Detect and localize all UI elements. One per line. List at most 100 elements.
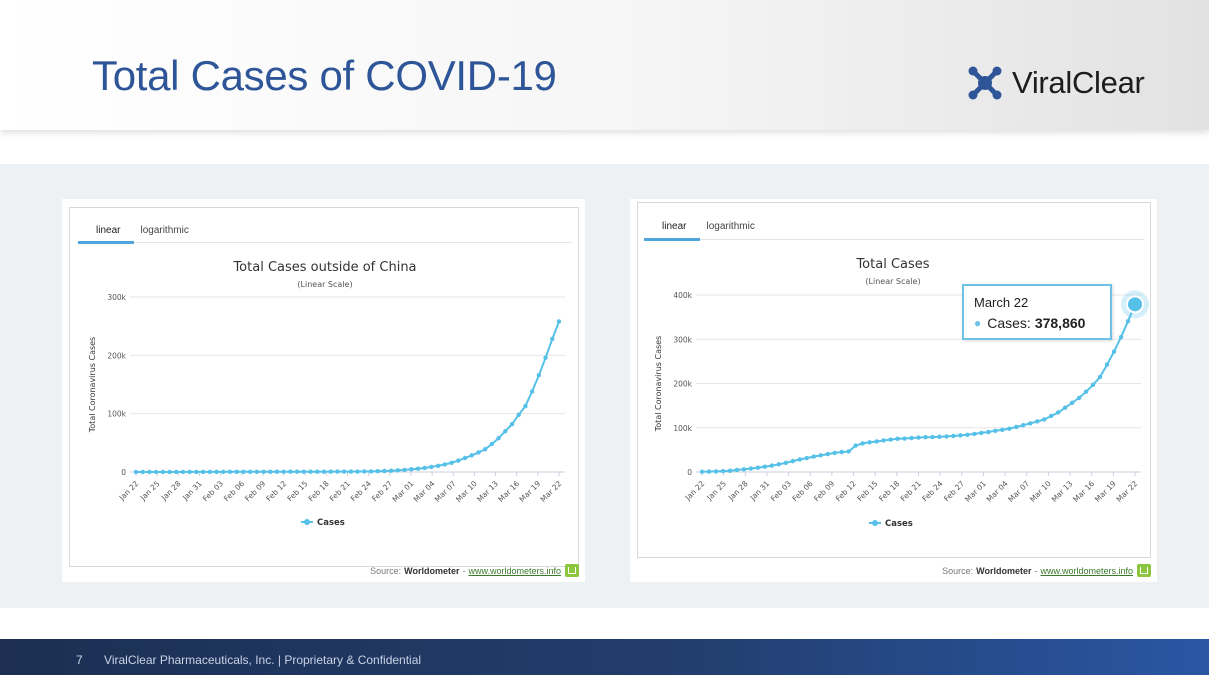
x-tick-label: Jan 25: [138, 479, 162, 503]
data-point: [839, 449, 844, 455]
data-point: [706, 469, 712, 474]
source-link[interactable]: www.worldometers.info: [1040, 565, 1133, 576]
data-point: [797, 457, 802, 462]
data-point: [194, 469, 199, 475]
data-point: [825, 451, 830, 457]
x-tick-label: Mar 04: [985, 479, 1010, 504]
data-point: [748, 466, 754, 471]
data-point: [972, 431, 977, 437]
data-point: [509, 421, 515, 427]
data-point: [207, 469, 213, 475]
x-tick-label: Feb 15: [285, 479, 309, 503]
data-point: [1118, 335, 1124, 340]
data-point: [221, 469, 226, 475]
y-axis-label: Total Coronavirus Cases: [654, 336, 663, 432]
data-point: [167, 469, 172, 475]
data-point: [241, 469, 246, 475]
worldometer-icon: [565, 564, 579, 577]
y-tick-label: 100k: [673, 424, 692, 433]
data-point: [409, 467, 414, 472]
x-tick-label: Feb 03: [201, 479, 225, 503]
x-tick-label: Feb 18: [877, 479, 901, 503]
data-point: [442, 462, 448, 467]
data-point: [140, 469, 145, 475]
slide-title: Total Cases of COVID-19: [92, 52, 557, 99]
data-point: [550, 336, 555, 342]
data-point: [923, 435, 928, 440]
data-point: [288, 469, 293, 474]
data-point: [860, 441, 865, 446]
data-point: [930, 434, 935, 440]
x-tick-label: Feb 12: [834, 479, 858, 503]
x-tick-label: Jan 28: [726, 479, 750, 503]
slide-footer: 7 ViralClear Pharmaceuticals, Inc. | Pro…: [0, 639, 1209, 675]
data-point: [951, 433, 956, 439]
data-point: [368, 469, 374, 474]
x-tick-label: Mar 04: [412, 479, 437, 504]
data-point: [469, 453, 474, 458]
chart-frame: [69, 207, 579, 567]
data-point: [1069, 400, 1075, 405]
data-point: [174, 469, 179, 475]
data-point: [783, 460, 789, 466]
data-point: [482, 447, 488, 452]
data-point: [1055, 410, 1061, 415]
source-link[interactable]: www.worldometers.info: [468, 565, 561, 576]
chart-source: Source: Worldometer - www.worldometers.i…: [942, 564, 1151, 577]
tab-logarithmic[interactable]: logarithmic: [706, 221, 755, 232]
x-tick-label: Mar 22: [539, 479, 564, 504]
data-point: [853, 443, 858, 448]
x-tick-label: Feb 15: [855, 479, 879, 503]
y-tick-label: 100k: [107, 410, 126, 419]
data-point: [254, 469, 260, 474]
x-tick-label: Feb 21: [899, 479, 923, 503]
chart-total-cases: Total Cases (Linear Scale) 0 100k 200k 300k 40…: [654, 257, 1149, 529]
x-tick-label: Feb 24: [349, 479, 373, 503]
tab-active-indicator: [644, 238, 700, 241]
footer-confidential: ViralClear Pharmaceuticals, Inc. | Propr…: [104, 653, 422, 667]
x-tick-label: Feb 09: [812, 479, 836, 503]
data-point: [402, 467, 407, 473]
y-tick-label: 400k: [673, 291, 692, 300]
tab-linear[interactable]: linear: [96, 225, 121, 236]
data-point: [776, 462, 782, 467]
data-point: [429, 464, 434, 470]
x-tick-label: Mar 22: [1115, 479, 1140, 504]
chart-total-cases-outside-china: Total Cases outside of China (Linear Scal…: [88, 260, 565, 528]
series-line-cases: [136, 321, 560, 473]
data-point: [874, 439, 879, 444]
data-point: [536, 372, 542, 378]
tooltip-value: 378,860: [1034, 315, 1086, 331]
y-axis-label: Total Coronavirus Cases: [88, 337, 97, 433]
data-point: [388, 468, 394, 473]
chart-source: Source: Worldometer - www.worldometers.i…: [370, 564, 579, 577]
data-point: [543, 355, 548, 360]
data-point: [832, 450, 837, 456]
data-point: [1035, 419, 1040, 424]
tab-linear[interactable]: linear: [662, 221, 687, 232]
x-tick-label: Mar 13: [475, 479, 500, 504]
chart-card-right: linear logarithmic Total Cases (Linear Sc…: [630, 199, 1157, 582]
y-tick-label: 200k: [107, 351, 126, 360]
data-point: [993, 428, 998, 434]
chart-subtitle: (Linear Scale): [865, 277, 920, 286]
data-point: [247, 469, 253, 475]
data-point: [755, 465, 761, 470]
data-point: [422, 465, 427, 471]
data-tooltip: March 22 ● Cases: 378,860: [962, 284, 1112, 340]
x-tick-label: Feb 06: [222, 479, 246, 503]
data-point: [308, 469, 313, 474]
data-point: [979, 430, 984, 436]
viralclear-logo-icon: [968, 66, 1002, 100]
data-point: [476, 450, 481, 455]
tab-logarithmic[interactable]: logarithmic: [140, 225, 189, 236]
data-point: [200, 469, 206, 475]
data-point: [382, 468, 387, 474]
tab-divider: [78, 242, 572, 243]
data-point: [846, 449, 851, 454]
data-point: [699, 469, 705, 474]
chart-title: Total Cases outside of China: [232, 260, 416, 275]
source-label: Source:: [942, 565, 974, 576]
data-point: [1042, 417, 1047, 422]
data-point: [804, 455, 809, 461]
